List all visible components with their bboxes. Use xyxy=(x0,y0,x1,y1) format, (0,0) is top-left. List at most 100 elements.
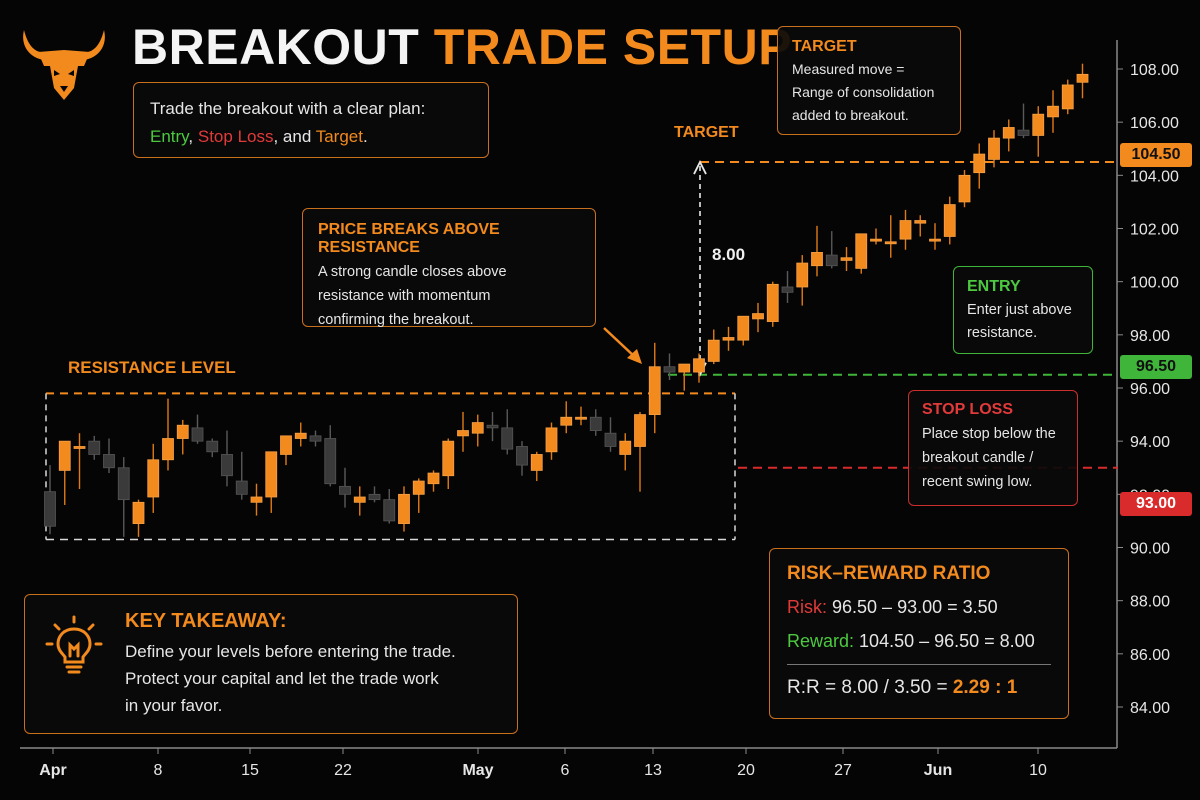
candle-body xyxy=(398,493,410,524)
rr-ratio-value: 2.29 : 1 xyxy=(952,677,1018,698)
candle-body xyxy=(1076,73,1089,83)
x-tick-label: 8 xyxy=(154,762,163,779)
plan-box: Trade the breakout with a clear plan: En… xyxy=(133,82,489,158)
x-tick-label: May xyxy=(462,762,493,779)
candle-body xyxy=(1061,84,1074,110)
rr-risk-calc: 96.50 – 93.00 = 3.50 xyxy=(832,597,998,617)
candle-body xyxy=(766,283,779,322)
target-arrow-label: TARGET xyxy=(674,124,739,141)
rr-risk-line: Risk: 96.50 – 93.00 = 3.50 xyxy=(787,590,1051,624)
candle-body xyxy=(737,315,750,341)
stop-line-3: recent swing low. xyxy=(922,474,1033,490)
rr-divider xyxy=(787,664,1051,665)
candle-body xyxy=(162,438,174,461)
candle-body xyxy=(1032,113,1045,136)
measured-move-arrowhead-top xyxy=(693,160,707,175)
rr-ratio-line: R:R = 8.00 / 3.50 = 2.29 : 1 xyxy=(787,673,1051,703)
x-tick-label: 27 xyxy=(834,762,852,779)
x-tick-label: 6 xyxy=(561,762,570,779)
candle-body xyxy=(648,366,661,415)
candle-body xyxy=(899,220,912,240)
breakout-callout-arrow xyxy=(603,327,637,359)
title-part-2: TRADE SETUP xyxy=(433,19,793,75)
candle-body xyxy=(781,286,794,293)
y-tick-label: 104.00 xyxy=(1130,168,1179,185)
candle-body xyxy=(870,238,882,242)
breakout-line-2: resistance with momentum xyxy=(318,288,491,304)
plan-line-1: Trade the breakout with a clear plan: xyxy=(150,99,426,118)
candle-body xyxy=(147,459,160,498)
rr-reward-line: Reward: 104.50 – 96.50 = 8.00 xyxy=(787,624,1051,658)
candle-body xyxy=(280,435,292,455)
breakout-callout-arrowhead xyxy=(627,349,642,364)
candle-body xyxy=(707,339,720,362)
target-line-3: added to breakout. xyxy=(792,107,909,123)
candle-body xyxy=(412,480,425,495)
rr-title: RISK–REWARD RATIO xyxy=(787,563,991,584)
entry-line-2: resistance. xyxy=(967,325,1038,341)
x-tick-label: Apr xyxy=(39,762,67,779)
candle-body xyxy=(132,501,145,524)
plan-sep-1: , xyxy=(188,127,198,146)
candle-body xyxy=(988,137,1000,160)
candle-body xyxy=(914,220,927,224)
candle-body xyxy=(722,337,735,341)
candle-body xyxy=(634,414,646,447)
entry-line-1: Enter just above xyxy=(967,302,1072,318)
rr-reward-calc: 104.50 – 96.50 = 8.00 xyxy=(859,631,1035,651)
breakout-line-3: confirming the breakout. xyxy=(318,312,474,328)
stop-box-title: STOP LOSS xyxy=(922,401,1013,418)
takeaway-line-3: in your favor. xyxy=(125,696,223,715)
stop-loss-box: STOP LOSS Place stop below the breakout … xyxy=(908,390,1078,506)
candle-body xyxy=(442,440,455,477)
plan-sep-2: , and xyxy=(273,127,316,146)
candle-body xyxy=(811,252,823,267)
candle-body xyxy=(516,446,528,466)
rr-ratio-calc: R:R = 8.00 / 3.50 = xyxy=(787,677,953,698)
x-tick-label: 10 xyxy=(1029,762,1047,779)
y-tick-label: 88.00 xyxy=(1130,594,1170,611)
bull-logo-icon xyxy=(23,30,105,100)
candle-body xyxy=(235,480,248,495)
resistance-level-label: RESISTANCE LEVEL xyxy=(68,358,236,377)
breakout-box: PRICE BREAKS ABOVE RESISTANCE A strong c… xyxy=(302,208,596,328)
plan-target: Target xyxy=(315,127,363,146)
plan-entry: Entry xyxy=(150,127,189,146)
candle-body xyxy=(943,204,956,237)
candle-body xyxy=(471,422,484,434)
y-tick-label: 100.00 xyxy=(1130,275,1179,292)
x-tick-label: 13 xyxy=(644,762,662,779)
target-line-1: Measured move = xyxy=(792,61,905,77)
candle-body xyxy=(73,446,86,449)
candle-body xyxy=(103,454,115,469)
y-tick-label: 90.00 xyxy=(1130,541,1170,558)
candle-body xyxy=(663,366,676,373)
plan-end: . xyxy=(362,127,368,146)
title-part-1: BREAKOUT xyxy=(132,19,420,75)
x-tick-label: 15 xyxy=(241,762,259,779)
candle-body xyxy=(560,416,573,426)
x-tick-label: 22 xyxy=(334,762,352,779)
y-tick-label: 86.00 xyxy=(1130,647,1170,664)
candle-body xyxy=(929,238,941,242)
candle-body xyxy=(575,416,587,420)
entry-box: ENTRY Enter just above resistance. xyxy=(953,266,1093,354)
candle-body xyxy=(427,472,440,485)
candle-body xyxy=(265,451,278,498)
breakout-line-1: A strong candle closes above xyxy=(318,264,507,280)
candle-body xyxy=(117,467,130,501)
candle-body xyxy=(88,440,101,455)
y-tick-label: 102.00 xyxy=(1130,222,1179,239)
y-tick-label: 98.00 xyxy=(1130,328,1170,345)
target-line-2: Range of consolidation xyxy=(792,84,935,100)
y-tick-label: 94.00 xyxy=(1130,434,1170,451)
plan-stop: Stop Loss xyxy=(197,127,274,146)
plan-line-2: Entry, Stop Loss, and Target. xyxy=(150,123,425,151)
candle-body xyxy=(973,153,986,174)
candle-body xyxy=(191,427,204,442)
candle-body xyxy=(530,454,543,471)
target-box: TARGET Measured move = Range of consolid… xyxy=(777,26,961,135)
candle-body xyxy=(324,438,337,485)
candle-body xyxy=(752,313,764,320)
